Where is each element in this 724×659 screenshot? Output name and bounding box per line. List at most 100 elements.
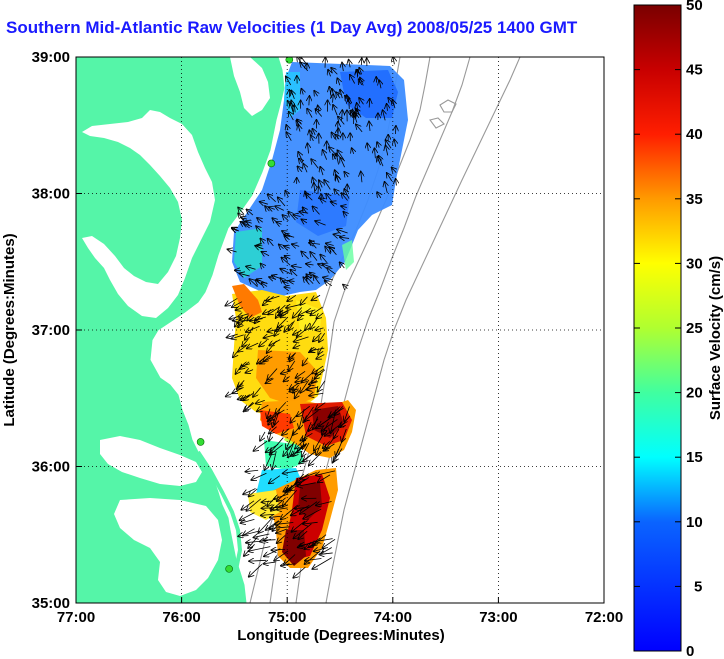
colorbar-label: Surface Velocity (cm/s) <box>707 256 724 420</box>
axis-ticks <box>75 56 605 604</box>
velocity-arrow <box>337 78 339 86</box>
velocity-arrow <box>260 239 264 244</box>
velocity-arrow <box>333 105 337 116</box>
velocity-arrow <box>256 226 261 231</box>
velocity-arrow <box>387 173 393 182</box>
velocity-arrow <box>247 342 259 348</box>
velocity-arrow <box>238 314 249 317</box>
velocity-arrow <box>323 150 327 160</box>
velocity-arrow <box>341 415 351 427</box>
velocity-arrow <box>312 375 318 383</box>
x-tick-label: 73:00 <box>479 609 517 626</box>
velocity-arrow <box>263 540 276 541</box>
velocity-arrow <box>284 246 290 248</box>
velocity-arrow <box>288 101 291 106</box>
velocity-arrow <box>292 244 300 246</box>
x-axis-label: Longitude (Degrees:Minutes) <box>237 627 445 644</box>
velocity-arrow <box>246 540 269 542</box>
velocity-arrow <box>394 139 396 147</box>
velocity-arrow <box>299 409 305 429</box>
velocity-arrow <box>315 402 326 410</box>
velocity-arrow <box>280 269 291 275</box>
velocity-arrow <box>276 325 284 331</box>
velocity-arrow <box>320 198 327 202</box>
velocity-arrow <box>286 125 288 130</box>
velocity-arrow <box>318 186 319 195</box>
velocity-arrow <box>313 332 322 341</box>
velocity-arrow <box>333 154 336 159</box>
velocity-arrow <box>312 534 327 546</box>
velocity-arrow <box>254 534 270 537</box>
velocity-arrow <box>316 312 324 318</box>
velocity-arrow <box>307 109 313 118</box>
velocity-arrow <box>241 519 255 523</box>
velocity-arrow <box>350 75 356 84</box>
velocity-arrow <box>369 122 370 131</box>
velocity-arrow <box>299 309 309 315</box>
velocity-arrow <box>278 304 286 312</box>
velocity-arrow <box>316 368 325 375</box>
x-tick-label: 76:00 <box>162 609 200 626</box>
velocity-arrow <box>284 376 290 381</box>
velocity-arrow <box>280 310 289 315</box>
velocity-arrow <box>337 176 339 182</box>
y-tick-label: 37:00 <box>32 322 70 339</box>
x-tick-label: 74:00 <box>374 609 412 626</box>
velocity-arrow <box>269 475 281 484</box>
velocity-arrow <box>249 560 267 561</box>
pamlico-sound <box>114 498 222 596</box>
velocity-arrow <box>289 320 295 331</box>
y-tick-label: 36:00 <box>32 459 70 476</box>
station-marker <box>196 438 205 446</box>
velocity-arrow <box>283 470 304 473</box>
velocity-arrow <box>238 396 250 399</box>
velocity-arrow <box>264 562 276 564</box>
velocity-arrow <box>342 193 348 201</box>
velocity-arrow <box>260 431 266 441</box>
velocity-arrow <box>312 557 332 569</box>
velocity-arrow <box>319 333 326 342</box>
velocity-arrow <box>283 281 288 283</box>
velocity-arrow <box>355 113 359 118</box>
velocity-arrow <box>257 404 269 411</box>
velocity-arrow <box>306 264 314 265</box>
colorbar-tick-label: 25 <box>686 320 703 337</box>
velocity-arrow <box>340 237 350 238</box>
velocity-arrow <box>232 301 243 308</box>
velocity-arrow <box>314 433 324 451</box>
x-tick-label: 77:00 <box>57 609 95 626</box>
velocity-arrow <box>311 159 319 169</box>
velocity-arrow <box>307 143 308 154</box>
velocity-arrow <box>271 497 286 511</box>
velocity-arrow <box>267 368 278 380</box>
velocity-arrow <box>326 194 334 204</box>
velocity-arrow <box>374 148 375 159</box>
velocity-arrow <box>292 520 306 532</box>
velocity-arrow <box>333 94 334 103</box>
velocity-arrow <box>254 440 268 451</box>
velocity-arrow <box>281 564 296 566</box>
colorbar <box>633 4 682 652</box>
velocity-arrow <box>321 547 332 553</box>
velocity-arrow <box>323 277 334 280</box>
velocity-arrow <box>232 229 237 231</box>
velocity-arrow <box>316 444 320 455</box>
velocity-arrow <box>263 355 271 362</box>
velocity-arrow <box>315 109 323 117</box>
velocity-arrow <box>323 443 335 451</box>
velocity-arrow <box>276 222 281 224</box>
velocity-arrow <box>293 345 301 348</box>
velocity-arrow <box>287 295 297 301</box>
velocity-arrow <box>318 474 331 482</box>
velocity-arrow <box>331 202 338 204</box>
velocity-arrow <box>282 215 289 221</box>
velocity-arrow <box>299 451 316 463</box>
velocity-arrow <box>318 346 322 354</box>
velocity-arrow <box>316 539 333 542</box>
velocity-arrow <box>246 266 256 269</box>
velocity-arrow <box>313 416 319 430</box>
velocity-arrow <box>324 180 331 190</box>
velocity-arrow <box>296 121 299 126</box>
velocity-arrow <box>246 370 254 373</box>
velocity-arrow <box>249 546 271 551</box>
